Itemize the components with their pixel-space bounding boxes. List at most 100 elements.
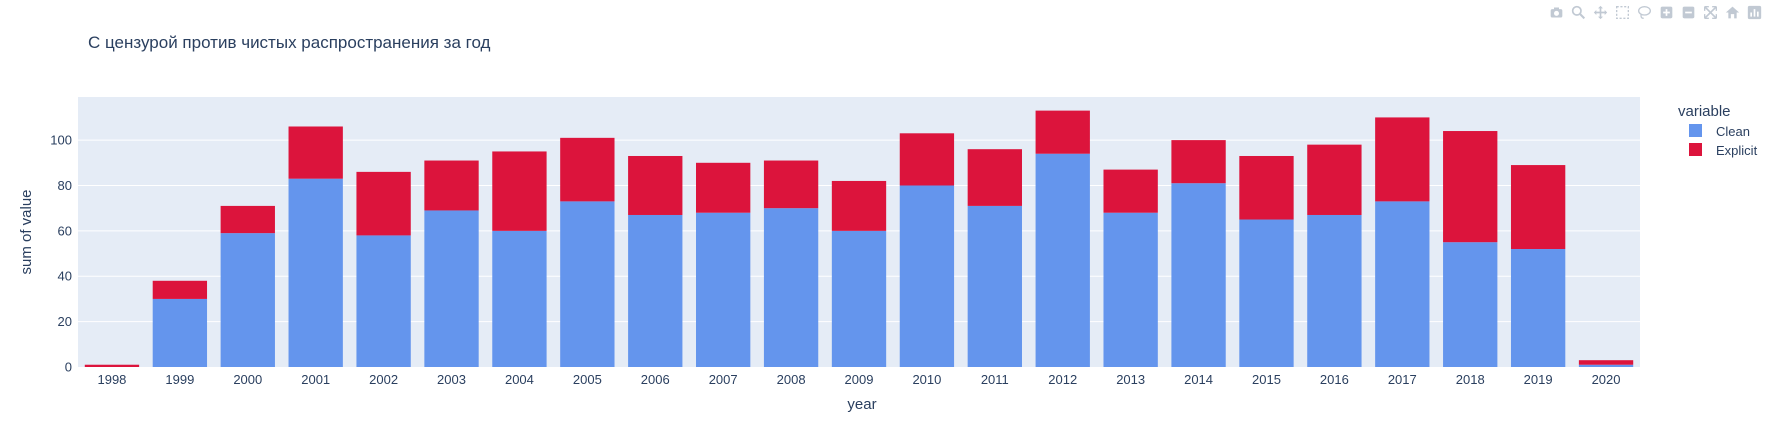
y-tick-label: 40	[58, 269, 72, 284]
reset-axes-icon[interactable]	[1722, 2, 1742, 22]
x-tick-label: 2002	[369, 372, 398, 387]
bar-clean-2005[interactable]	[560, 201, 615, 367]
bar-clean-2015[interactable]	[1239, 219, 1294, 367]
x-tick-label: 2019	[1524, 372, 1553, 387]
x-tick-label: 2014	[1184, 372, 1213, 387]
autoscale-icon[interactable]	[1700, 2, 1720, 22]
bar-clean-2001[interactable]	[288, 178, 343, 367]
bar-clean-2013[interactable]	[1103, 212, 1158, 367]
bar-clean-2004[interactable]	[492, 230, 547, 367]
bar-explicit-2016[interactable]	[1307, 144, 1362, 215]
legend-label: Clean	[1716, 124, 1750, 139]
x-tick-label: 1999	[165, 372, 194, 387]
x-tick-label: 2006	[641, 372, 670, 387]
x-tick-labels: 1998 1999 2000 2001 2002 2003 2004 2005 2006 2007…	[97, 372, 1620, 387]
bar-clean-2009[interactable]	[831, 230, 887, 367]
bar-explicit-2009[interactable]	[831, 180, 887, 231]
bar-clean-2006[interactable]	[628, 214, 683, 367]
x-tick-label: 2020	[1592, 372, 1621, 387]
box-select-icon[interactable]	[1612, 2, 1632, 22]
legend-item-explicit[interactable]: Explicit	[1689, 143, 1758, 158]
pan-icon[interactable]	[1590, 2, 1610, 22]
bar-explicit-2011[interactable]	[967, 149, 1022, 206]
x-tick-label: 2008	[777, 372, 806, 387]
bar-explicit-2014[interactable]	[1171, 140, 1226, 184]
bar-clean-2010[interactable]	[899, 185, 955, 367]
bar-explicit-2004[interactable]	[492, 151, 547, 231]
y-tick-label: 20	[58, 314, 72, 329]
x-tick-label: 2009	[845, 372, 874, 387]
bar-clean-2002[interactable]	[356, 235, 411, 367]
bar-explicit-2013[interactable]	[1103, 169, 1158, 213]
x-tick-label: 2013	[1116, 372, 1145, 387]
bar-explicit-2015[interactable]	[1239, 155, 1294, 220]
bar-explicit-2019[interactable]	[1510, 165, 1566, 250]
modebar	[1546, 2, 1764, 22]
bar-explicit-2008[interactable]	[763, 160, 819, 209]
bar-clean-2007[interactable]	[696, 212, 751, 367]
x-tick-label: 2016	[1320, 372, 1349, 387]
bar-explicit-2018[interactable]	[1443, 131, 1498, 243]
bar-explicit-2006[interactable]	[628, 155, 683, 215]
legend-label: Explicit	[1716, 143, 1758, 158]
bar-clean-2011[interactable]	[967, 205, 1022, 367]
x-tick-label: 2017	[1388, 372, 1417, 387]
bar-clean-2018[interactable]	[1443, 242, 1498, 367]
bar-clean-2020[interactable]	[1578, 364, 1634, 367]
x-tick-label: 2011	[981, 372, 1009, 387]
bars	[84, 110, 1634, 367]
y-tick-label: 100	[50, 133, 72, 148]
bar-clean-2014[interactable]	[1171, 183, 1226, 367]
x-tick-label: 2003	[437, 372, 466, 387]
bar-explicit-1998[interactable]	[84, 364, 140, 367]
x-tick-label: 2004	[505, 372, 534, 387]
bar-explicit-2017[interactable]	[1375, 117, 1430, 202]
x-tick-label: 2015	[1252, 372, 1281, 387]
x-tick-label: 2018	[1456, 372, 1485, 387]
y-tick-label: 80	[58, 178, 72, 193]
chart-title: С цензурой против чистых распространения…	[88, 33, 491, 52]
bar-explicit-2002[interactable]	[356, 171, 411, 236]
bar-explicit-1999[interactable]	[152, 280, 208, 299]
legend[interactable]: variable Clean Explicit	[1678, 103, 1758, 158]
bar-clean-1999[interactable]	[152, 298, 208, 367]
bar-explicit-2020[interactable]	[1578, 360, 1634, 365]
camera-icon[interactable]	[1546, 2, 1566, 22]
bar-explicit-2005[interactable]	[560, 137, 615, 202]
bar-clean-2000[interactable]	[220, 233, 275, 367]
bar-explicit-2012[interactable]	[1035, 110, 1090, 154]
y-tick-labels: 0 20 40 60 80 100	[50, 133, 72, 375]
legend-swatch	[1689, 143, 1702, 156]
x-axis-title: year	[847, 396, 876, 413]
lasso-select-icon[interactable]	[1634, 2, 1654, 22]
plotly-logo-icon[interactable]	[1744, 2, 1764, 22]
x-tick-label: 2000	[233, 372, 262, 387]
x-tick-label: 2007	[709, 372, 738, 387]
bar-clean-2012[interactable]	[1035, 153, 1090, 367]
x-tick-label: 1998	[97, 372, 126, 387]
zoom-in-icon[interactable]	[1656, 2, 1676, 22]
bar-explicit-2003[interactable]	[424, 160, 479, 211]
y-tick-label: 60	[58, 223, 72, 238]
legend-title: variable	[1678, 103, 1731, 120]
bar-explicit-2010[interactable]	[899, 133, 955, 186]
bar-clean-2003[interactable]	[424, 210, 479, 367]
bar-clean-2016[interactable]	[1307, 214, 1362, 367]
y-tick-label: 0	[65, 360, 72, 375]
legend-item-clean[interactable]: Clean	[1689, 124, 1750, 139]
bar-explicit-2007[interactable]	[696, 162, 751, 213]
legend-swatch	[1689, 124, 1702, 137]
zoom-icon[interactable]	[1568, 2, 1588, 22]
zoom-out-icon[interactable]	[1678, 2, 1698, 22]
x-tick-label: 2012	[1048, 372, 1077, 387]
x-tick-label: 2005	[573, 372, 602, 387]
bar-clean-2008[interactable]	[763, 208, 819, 367]
y-axis-title: sum of value	[18, 189, 35, 274]
x-tick-label: 2010	[912, 372, 941, 387]
bar-explicit-2001[interactable]	[288, 126, 343, 179]
bar-clean-2019[interactable]	[1510, 249, 1566, 367]
x-tick-label: 2001	[301, 372, 330, 387]
bar-clean-2017[interactable]	[1375, 201, 1430, 367]
bar-explicit-2000[interactable]	[220, 205, 275, 234]
